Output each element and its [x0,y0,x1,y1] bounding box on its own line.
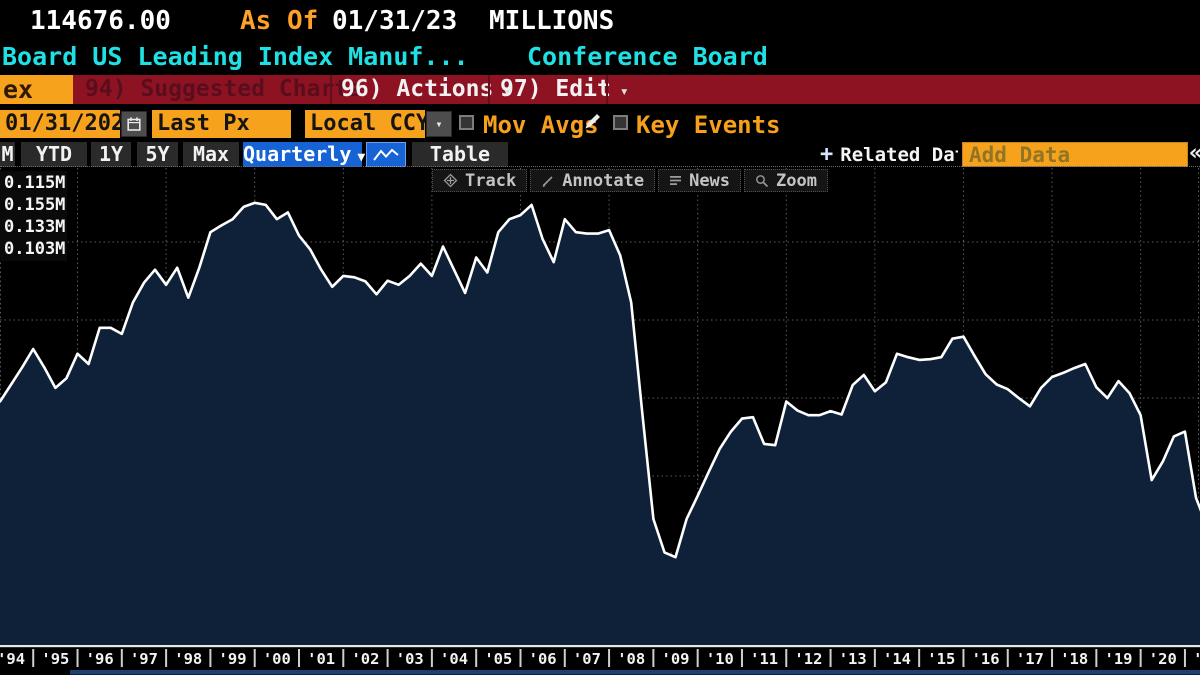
related-data-button[interactable]: +Related Data [820,142,958,167]
last-price-value: 114676.00 [30,6,171,36]
chevron-down-icon [493,76,511,102]
menubar-divider [488,75,490,104]
tool-zoom-button[interactable]: Zoom [744,169,828,192]
pencil-icon[interactable] [584,112,602,134]
x-axis-label: '06 [529,650,557,668]
add-data-input[interactable] [962,142,1188,167]
currency-field[interactable]: Local CCY [305,110,429,138]
tool-label: Track [465,170,517,191]
x-axis-label: '07 [573,650,601,668]
x-axis-label: '19 [1104,650,1132,668]
x-axis-label: '03 [396,650,424,668]
chevron-down-icon: ▼ [357,150,366,165]
bottom-strip [70,670,1200,675]
x-axis-label: '12 [794,650,822,668]
x-axis-label: '02 [351,650,379,668]
x-axis-label: '15 [927,650,955,668]
x-axis-label: '94 [0,650,25,668]
tool-track-button[interactable]: Track [432,169,528,192]
security-source: Conference Board [527,42,768,71]
plus-icon: + [820,142,834,167]
x-axis-label: '14 [883,650,911,668]
key-events-checkbox[interactable] [613,115,628,130]
key-events-label[interactable]: Key Events [636,111,781,139]
mov-avgs-checkbox[interactable] [459,115,474,130]
price-chart[interactable]: '94 '95 '96 '97 '98 '99 '00 '01 '02 '03 '04 '05 '06 '… [0,168,1200,675]
x-axis-label: '21 [1193,650,1200,668]
legend-high-value: 0.155M [4,195,66,215]
x-axis-label: '20 [1149,650,1177,668]
menubar-divider [606,75,608,104]
currency-dropdown-button[interactable] [426,111,452,137]
x-axis-label: '95 [41,650,69,668]
x-axis-label: '04 [440,650,468,668]
as-of-date: 01/31/23 [332,6,458,36]
scroll-left-icon[interactable] [1189,140,1200,166]
legend-last-value: 0.115M [4,173,66,193]
tab-ytd[interactable]: YTD [21,142,87,167]
menubar: ex 94) Suggested Charts 96) Actions 97) … [0,75,1200,104]
as-of-label: As Of [240,6,319,36]
chart-panel-top-border [0,166,1200,167]
tab-m[interactable]: M [0,142,15,167]
x-axis-line [0,645,1200,648]
menu-actions[interactable]: 96) Actions [341,75,511,104]
x-axis-label: '98 [174,650,202,668]
chart-toolbar: Track Annotate News Zoom [432,169,828,192]
area-fill [0,202,1200,646]
security-name: Board US Leading Index Manuf... [2,42,469,71]
x-axis-label: '18 [1060,650,1088,668]
x-axis-label: '11 [750,650,778,668]
price-line [0,201,1200,559]
x-axis-label: '96 [86,650,114,668]
units-label: MILLIONS [489,6,615,36]
menubar-divider [330,75,332,104]
x-axis-label: '10 [706,650,734,668]
tool-label: Zoom [776,170,817,191]
tab-5y[interactable]: 5Y [137,142,178,167]
tab-1y[interactable]: 1Y [91,142,131,167]
news-icon [669,174,682,187]
chart-type-button[interactable] [366,142,406,167]
x-axis-label: '09 [662,650,690,668]
ticker-field-fragment[interactable]: ex [0,75,73,104]
table-button[interactable]: Table [412,142,508,167]
zoom-icon [755,174,769,188]
tool-annotate-button[interactable]: Annotate [530,169,656,192]
tool-label: News [689,170,731,191]
chart-area[interactable]: '94 '95 '96 '97 '98 '99 '00 '01 '02 '03 '04 '05 '06 '… [0,168,1200,675]
annotate-icon [541,174,555,188]
date-field[interactable]: 01/31/2023 [0,110,137,138]
track-icon [443,173,458,188]
x-axis-label: '08 [617,650,645,668]
x-axis-label: '13 [839,650,867,668]
x-axis-label: '00 [263,650,291,668]
menu-edit[interactable]: 97) Edit [500,75,629,104]
x-axis-label: '17 [1016,650,1044,668]
tab-max[interactable]: Max [183,142,239,167]
chevron-down-icon [611,76,629,102]
mov-avgs-label[interactable]: Mov Avgs [483,111,599,139]
x-axis-label: '16 [972,650,1000,668]
tool-news-button[interactable]: News [658,169,742,192]
calendar-button[interactable] [121,111,147,137]
price-type-field[interactable]: Last Px [152,110,291,138]
x-axis-label: '99 [219,650,247,668]
x-axis-label: '01 [307,650,335,668]
tool-label: Annotate [562,170,645,191]
legend-low-value: 0.103M [4,239,66,259]
frequency-dropdown[interactable]: Quarterly ▼ [243,142,366,167]
chart-legend: 0.115M 0.155M 0.133M 0.103M [0,171,67,261]
line-chart-icon [373,148,399,161]
calendar-icon [127,117,141,131]
menu-suggested-charts[interactable]: 94) Suggested Charts [85,76,362,102]
legend-average-value: 0.133M [4,217,66,237]
x-axis-label: '05 [484,650,512,668]
x-axis-label: '97 [130,650,158,668]
